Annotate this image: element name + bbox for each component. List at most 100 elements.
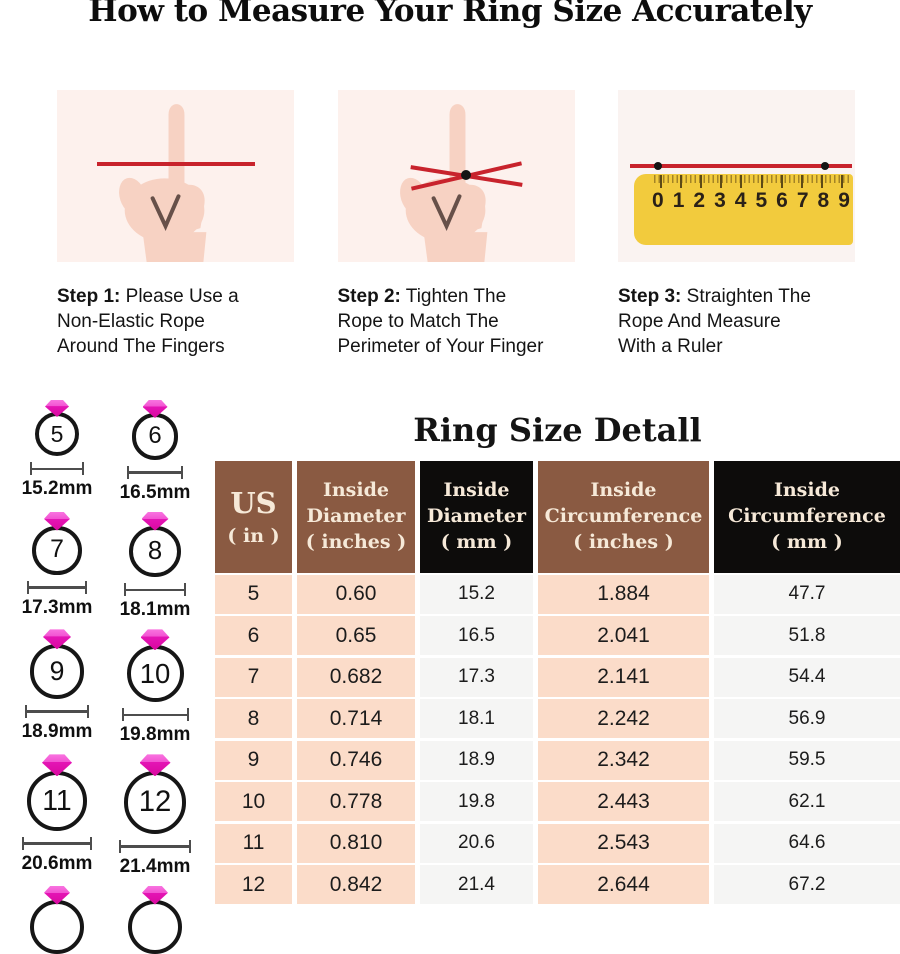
table-row: 5 0.60 15.2 1.884 47.7 (215, 574, 900, 614)
ruler-number: 6 (776, 189, 788, 212)
cell-inside-diameter-inches: 0.714 (297, 699, 415, 739)
step-3-caption: Step 3: Straighten The Rope And Measure … (618, 284, 846, 359)
ring-diameter-label: 16.5mm (119, 481, 191, 503)
step-3-text: Straighten The Rope And Measure With a R… (618, 286, 811, 358)
table-body: 5 0.60 15.2 1.884 47.7 6 0.65 16.5 2.041… (215, 574, 900, 905)
cell-inside-diameter-mm: 17.3 (420, 657, 533, 697)
diameter-bracket (24, 704, 90, 718)
ring-size-number: 9 (29, 644, 85, 699)
cell-inside-circumference-inches: 2.342 (538, 740, 709, 780)
ring-size-icon: 5 15.2mm (21, 400, 93, 504)
ruler-number: 4 (734, 189, 747, 212)
cell-inside-circumference-inches: 2.644 (538, 865, 709, 905)
step-1: Step 1: Please Use a Non-Elastic Rope Ar… (57, 90, 294, 359)
hand-pointing-icon (399, 104, 487, 262)
cell-inside-diameter-inches: 0.778 (297, 782, 415, 822)
ring-diameter-label: 18.1mm (119, 599, 191, 621)
rope-end-dot (654, 161, 662, 170)
cell-inside-diameter-mm: 16.5 (420, 616, 533, 656)
cell-inside-circumference-mm: 67.2 (714, 865, 900, 905)
cell-us-size: 12 (215, 865, 292, 905)
diameter-bracket (121, 708, 189, 722)
cell-inside-circumference-mm: 62.1 (714, 782, 900, 822)
step-1-image-finger-with-rope (57, 90, 294, 262)
ruler-major-ticks (660, 175, 843, 188)
step-2: Step 2: Tighten The Rope to Match The Pe… (337, 90, 575, 359)
table-row: 10 0.778 19.8 2.443 62.1 (215, 782, 900, 822)
ring-size-number: 8 (129, 525, 181, 578)
cell-inside-circumference-mm: 59.5 (714, 740, 900, 780)
table-row: 9 0.746 18.9 2.342 59.5 (215, 740, 900, 780)
rope-line (97, 162, 255, 166)
cell-inside-circumference-inches: 2.141 (538, 657, 709, 697)
diameter-bracket (30, 462, 84, 475)
ring-diameter-label: 21.4mm (119, 855, 191, 877)
step-1-text: Please Use a Non-Elastic Rope Around The… (57, 286, 239, 358)
cell-inside-circumference-inches: 2.543 (538, 823, 709, 863)
ring-circle (128, 899, 182, 954)
table-row: 7 0.682 17.3 2.141 54.4 (215, 657, 900, 697)
step-3-label: Step 3: (618, 286, 682, 307)
ring-diameter-label: 18.9mm (21, 720, 93, 742)
rope-line-straight (630, 161, 852, 170)
ring-size-icon: 7 17.3mm (22, 511, 92, 622)
ruler-number: 1 (672, 189, 685, 212)
ring-size-icon: 9 18.9mm (21, 629, 93, 746)
cell-us-size: 11 (215, 823, 292, 863)
ruler-number: 5 (755, 189, 768, 212)
diameter-bracket (27, 580, 87, 594)
ring-size-number: 5 (35, 412, 79, 456)
table-header-cell: Inside Circumference ( mm ) (714, 460, 900, 573)
table-row: 6 0.65 16.5 2.041 51.8 (215, 616, 900, 656)
ring-size-icon: 10 19.8mm (120, 629, 190, 746)
step-2-caption: Step 2: Tighten The Rope to Match The Pe… (338, 284, 575, 359)
ring-diameter-label: 15.2mm (21, 478, 93, 499)
cell-inside-circumference-inches: 2.443 (538, 782, 709, 822)
step-2-label: Step 2: (337, 286, 401, 307)
ring-size-number: 12 (123, 771, 187, 834)
ruler-number: 0 (652, 189, 664, 212)
cell-inside-circumference-mm: 54.4 (714, 657, 900, 697)
cell-inside-diameter-mm: 20.6 (420, 823, 533, 863)
cell-inside-diameter-inches: 0.746 (297, 740, 415, 780)
diameter-bracket (124, 583, 186, 597)
table-header-row: US ( in ) Inside Diameter ( inches ) Ins… (215, 460, 900, 573)
ring-size-number: 10 (126, 645, 184, 703)
step-2-image-tightened-rope (337, 90, 575, 262)
table-row: 11 0.810 20.6 2.543 64.6 (215, 823, 900, 863)
ring-size-icon-partial (30, 885, 84, 954)
cell-inside-diameter-mm: 21.4 (420, 865, 533, 905)
diameter-bracket (126, 465, 184, 479)
cell-inside-diameter-mm: 18.1 (420, 699, 533, 739)
cell-inside-circumference-mm: 51.8 (714, 616, 900, 656)
cell-inside-diameter-inches: 0.682 (297, 657, 415, 697)
cell-inside-diameter-inches: 0.842 (297, 865, 415, 905)
cell-inside-diameter-mm: 15.2 (420, 574, 533, 614)
ruler-minor-ticks (654, 175, 849, 183)
diameter-bracket (22, 836, 92, 850)
ring-diameter-label: 20.6mm (21, 852, 93, 874)
cell-us-size: 7 (215, 657, 292, 697)
step-3-image-rope-on-ruler: 0 1 2 3 4 5 6 7 (618, 90, 855, 262)
cell-us-size: 10 (215, 782, 292, 822)
table-header-cell: Inside Circumference ( inches ) (538, 460, 709, 573)
cell-inside-diameter-inches: 0.60 (297, 574, 415, 614)
step-3: 0 1 2 3 4 5 6 7 (618, 90, 855, 359)
ruler-number: 7 (796, 189, 809, 212)
cell-us-size: 5 (215, 574, 292, 614)
ring-size-icon: 11 20.6mm (21, 754, 93, 877)
table-header-cell: Inside Diameter ( mm ) (420, 460, 533, 573)
cell-inside-circumference-inches: 1.884 (538, 574, 709, 614)
rope-end-dot (821, 161, 829, 170)
ring-size-number: 6 (131, 413, 179, 460)
ruler-number: 9 (838, 189, 850, 212)
table-header-cell: US ( in ) (215, 460, 292, 573)
table-row: 12 0.842 21.4 2.644 67.2 (215, 865, 900, 905)
cell-inside-diameter-mm: 18.9 (420, 740, 533, 780)
cell-inside-diameter-mm: 19.8 (420, 782, 533, 822)
ring-size-icon: 6 16.5mm (119, 400, 191, 504)
ruler-number: 3 (714, 189, 726, 212)
cell-inside-circumference-mm: 56.9 (714, 699, 900, 739)
ruler-number: 2 (693, 189, 706, 212)
table-header-cell: Inside Diameter ( inches ) (297, 460, 415, 573)
